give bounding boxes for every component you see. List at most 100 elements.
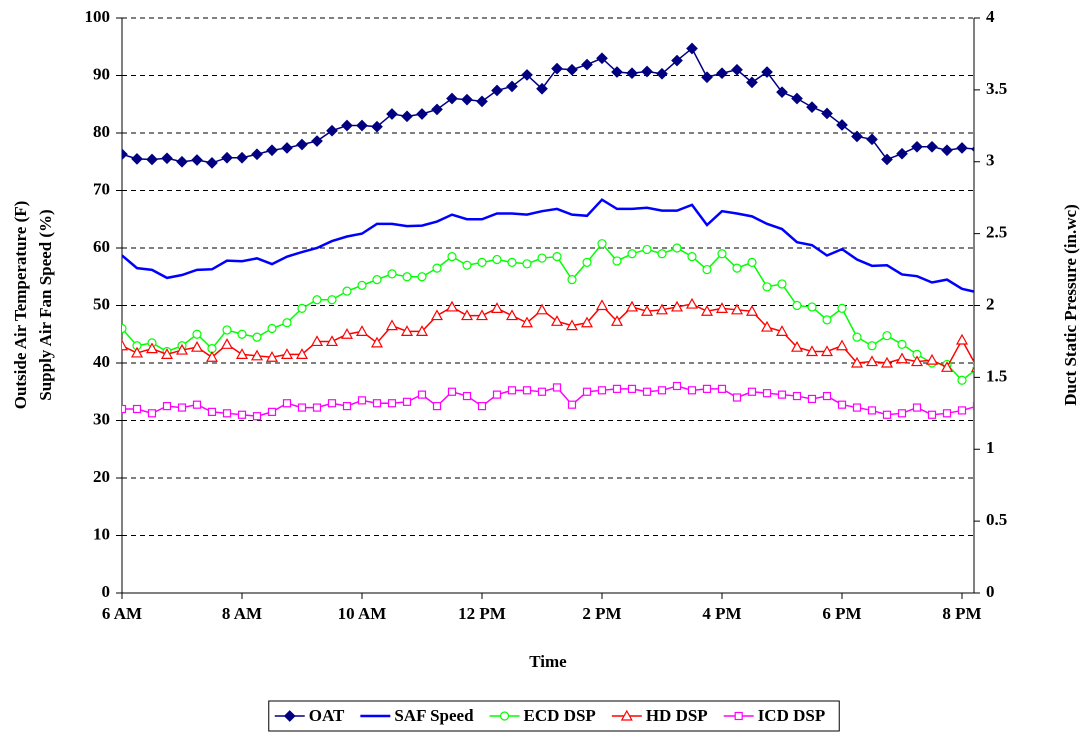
marker <box>715 302 729 313</box>
marker <box>792 391 802 401</box>
marker <box>372 399 382 408</box>
marker <box>582 257 592 267</box>
x-tick-label: 2 PM <box>582 604 621 623</box>
marker <box>640 305 654 316</box>
marker <box>957 375 967 385</box>
marker <box>267 323 277 334</box>
marker <box>580 316 594 328</box>
marker <box>912 403 922 412</box>
marker <box>506 80 518 93</box>
plot-area <box>122 42 974 421</box>
y2-tick-label: 1.5 <box>986 366 1007 385</box>
marker <box>521 69 533 81</box>
marker <box>702 384 712 393</box>
marker <box>267 407 277 416</box>
marker <box>700 305 714 316</box>
marker <box>355 325 369 336</box>
marker <box>895 352 909 364</box>
marker <box>535 303 549 315</box>
y2-tick-label: 1 <box>986 438 995 457</box>
marker <box>265 351 279 362</box>
marker <box>220 338 234 349</box>
marker <box>537 387 547 396</box>
marker <box>520 316 534 328</box>
marker <box>310 335 324 347</box>
y-tick-label: 20 <box>93 467 110 486</box>
marker <box>612 256 622 266</box>
marker <box>250 349 264 361</box>
marker <box>657 249 667 259</box>
y2-tick-label: 2 <box>986 294 995 313</box>
marker <box>745 305 759 316</box>
x-tick-label: 10 AM <box>338 604 387 623</box>
series-line <box>122 198 974 293</box>
marker <box>356 119 368 132</box>
marker <box>837 303 847 313</box>
marker <box>957 406 967 415</box>
marker <box>401 110 413 123</box>
marker <box>911 140 923 153</box>
marker <box>432 263 442 273</box>
marker <box>190 340 204 352</box>
marker <box>280 348 294 359</box>
marker <box>821 107 833 120</box>
marker <box>762 389 772 398</box>
marker <box>747 257 757 267</box>
marker <box>475 309 489 321</box>
marker <box>192 400 202 409</box>
marker <box>176 155 188 168</box>
marker <box>147 409 157 418</box>
marker <box>566 63 578 76</box>
marker <box>897 409 907 418</box>
marker <box>537 253 547 263</box>
marker <box>222 409 232 418</box>
marker <box>235 348 249 359</box>
marker <box>641 65 653 78</box>
marker <box>446 92 458 105</box>
marker <box>191 154 203 166</box>
marker <box>281 142 293 154</box>
marker <box>222 325 232 335</box>
marker <box>400 325 414 336</box>
marker <box>131 153 143 165</box>
y-tick-label: 50 <box>93 294 110 313</box>
marker <box>850 356 864 368</box>
marker <box>822 391 832 401</box>
marker <box>612 384 622 393</box>
marker <box>312 403 322 412</box>
marker <box>671 54 683 67</box>
marker <box>122 404 127 414</box>
marker <box>387 269 397 279</box>
marker <box>402 272 412 282</box>
marker <box>925 353 939 365</box>
marker <box>325 335 339 347</box>
marker <box>567 400 577 409</box>
marker <box>672 243 682 253</box>
marker <box>402 397 412 406</box>
y2-tick-label: 4 <box>986 7 995 26</box>
x-tick-label: 8 AM <box>222 604 262 623</box>
marker <box>582 387 592 396</box>
marker <box>341 119 353 132</box>
marker <box>867 406 877 415</box>
series-line <box>122 47 974 164</box>
marker <box>492 254 502 265</box>
marker <box>415 325 429 336</box>
marker <box>357 396 367 405</box>
marker <box>670 300 684 312</box>
marker <box>252 332 262 342</box>
marker <box>550 315 564 326</box>
marker <box>581 58 593 71</box>
marker <box>687 252 697 262</box>
marker <box>312 295 322 305</box>
marker <box>477 257 487 267</box>
marker <box>910 355 924 367</box>
marker <box>806 101 818 113</box>
marker <box>132 404 142 414</box>
marker <box>477 402 487 411</box>
marker <box>942 409 952 418</box>
marker <box>655 303 669 315</box>
marker <box>387 399 397 408</box>
marker <box>747 387 757 396</box>
marker <box>882 410 892 419</box>
